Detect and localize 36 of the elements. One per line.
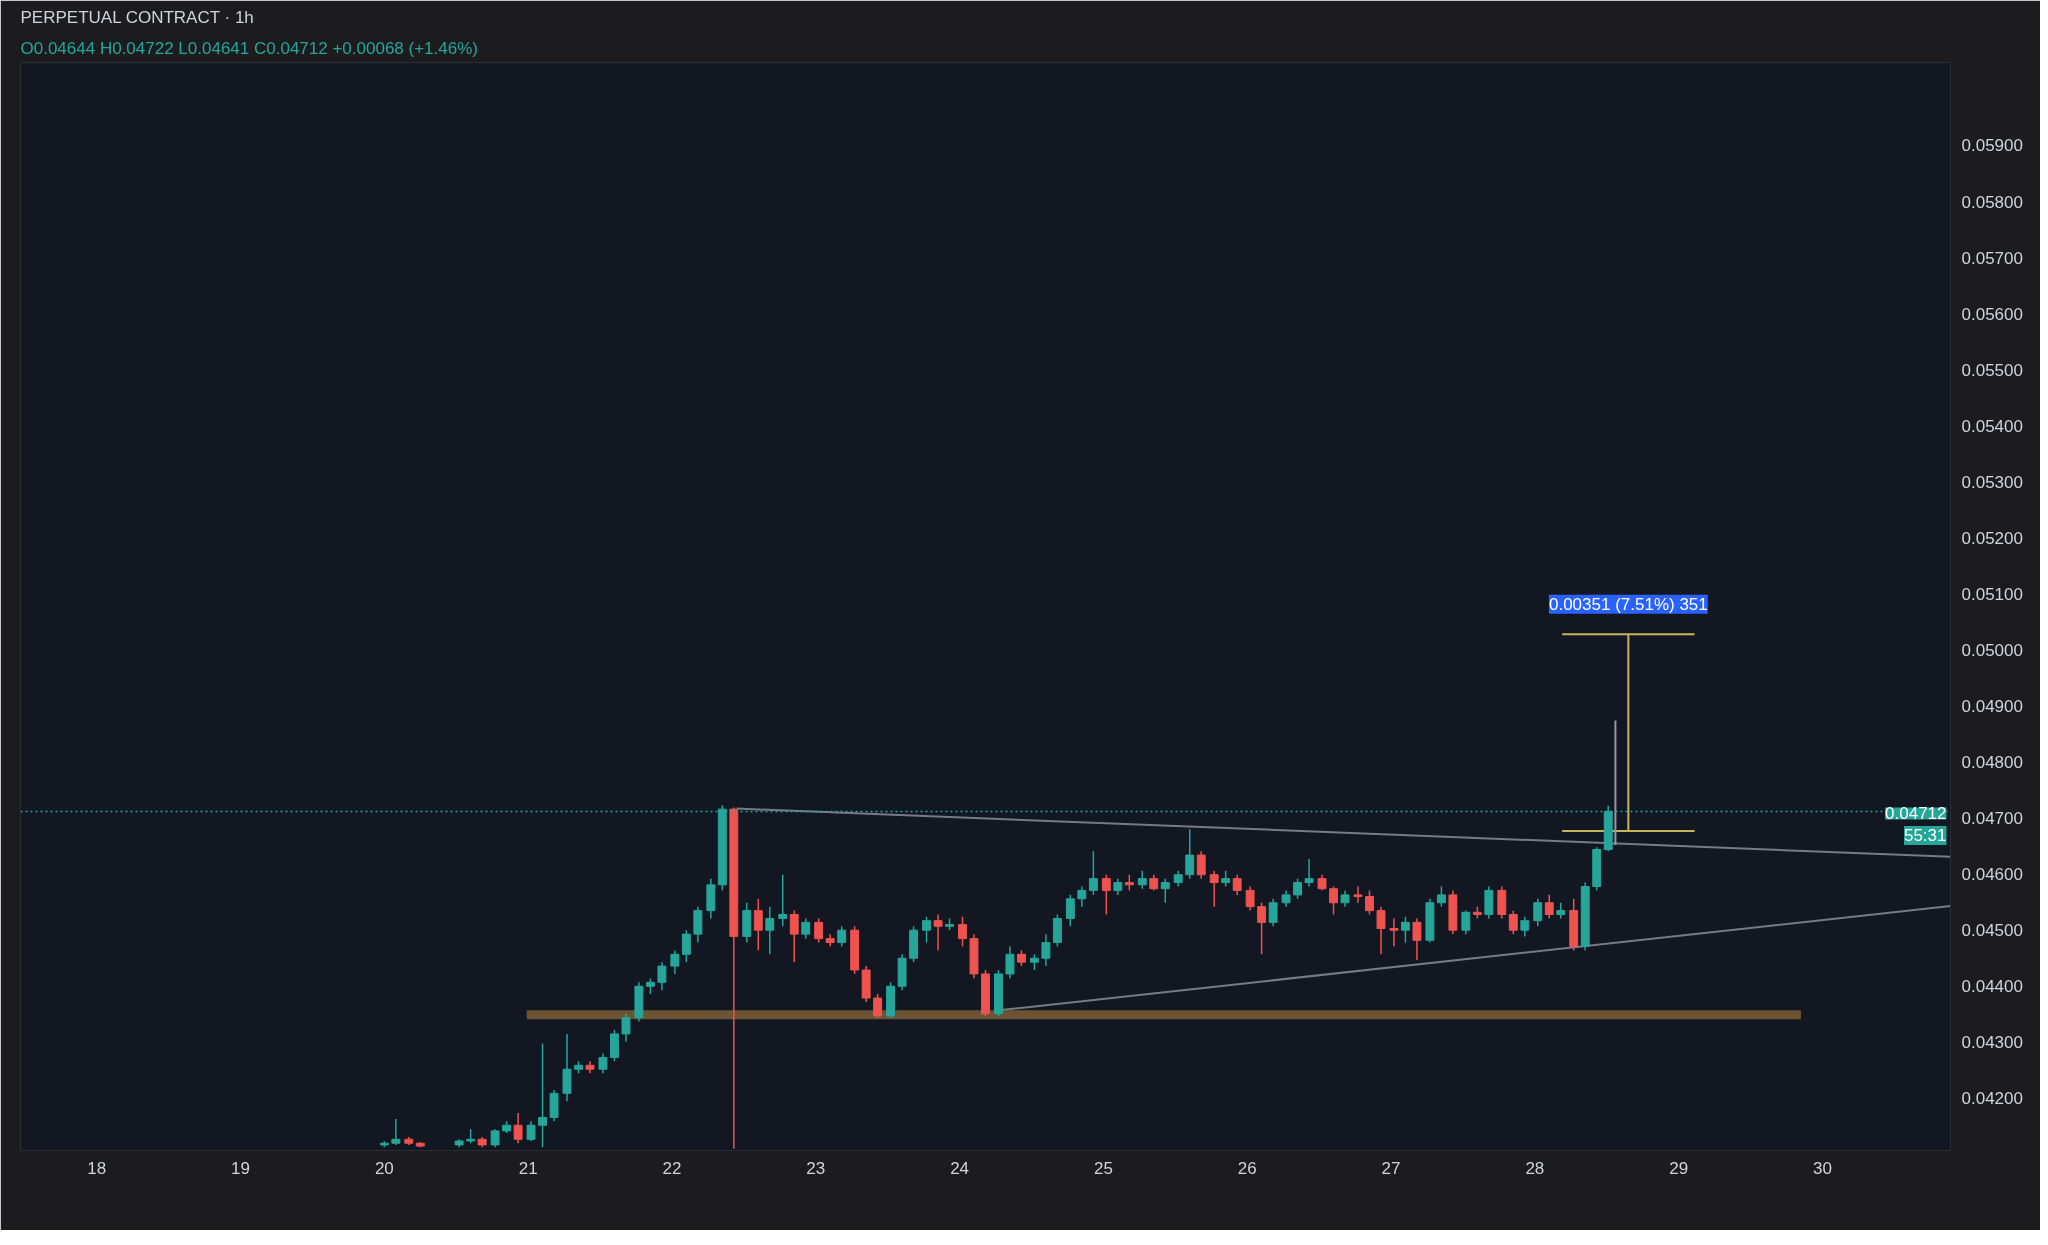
x-tick-label: 24 [950, 1158, 970, 1178]
y-tick-label: 0.04300 [1961, 1033, 2023, 1053]
chart-title: PERPETUAL CONTRACT · 1h [20, 7, 254, 27]
x-tick-label: 23 [806, 1158, 826, 1178]
x-tick-label: 27 [1381, 1158, 1401, 1178]
x-tick-label: 29 [1669, 1158, 1689, 1178]
y-tick-label: 0.04500 [1961, 921, 2023, 941]
annotation: 55:31 [1903, 825, 1947, 845]
y-tick-label: 0.04800 [1961, 753, 2023, 773]
y-tick-label: 0.05400 [1961, 416, 2023, 436]
y-tick-label: 0.04900 [1961, 697, 2023, 716]
annotation: 0.00351 (7.51%) 351 [1548, 594, 1708, 614]
x-tick-label: 30 [1813, 1158, 1832, 1178]
ref-line-label: 0.04712 [1885, 804, 1947, 824]
y-tick-label: 0.05900 [1961, 136, 2023, 156]
y-tick-label: 0.05500 [1961, 360, 2023, 380]
y-tick-label: 0.04700 [1961, 809, 2023, 829]
y-tick-label: 0.05300 [1961, 472, 2023, 492]
x-tick-label: 20 [374, 1158, 394, 1178]
y-tick-label: 0.04200 [1961, 1089, 2023, 1109]
x-tick-label: 22 [662, 1158, 682, 1178]
y-tick-label: 0.05700 [1961, 248, 2023, 268]
y-tick-label: 0.04400 [1961, 977, 2023, 997]
y-tick-label: 0.04600 [1961, 865, 2023, 885]
x-tick-label: 25 [1093, 1158, 1113, 1178]
x-tick-label: 28 [1525, 1158, 1545, 1178]
x-tick-label: 21 [518, 1158, 538, 1178]
x-tick-label: 18 [87, 1158, 107, 1178]
y-tick-label: 0.05000 [1961, 640, 2023, 660]
y-tick-label: 0.05100 [1961, 584, 2023, 604]
y-tick-label: 0.05200 [1961, 528, 2023, 548]
x-tick-label: 19 [231, 1158, 250, 1178]
y-tick-label: 0.05800 [1961, 192, 2023, 212]
y-tick-label: 0.05600 [1961, 304, 2023, 324]
x-tick-label: 26 [1237, 1158, 1257, 1178]
chart-subtitle: O0.04644 H0.04722 L0.04641 C0.04712 +0.00068 (+1.46%) [20, 38, 478, 58]
